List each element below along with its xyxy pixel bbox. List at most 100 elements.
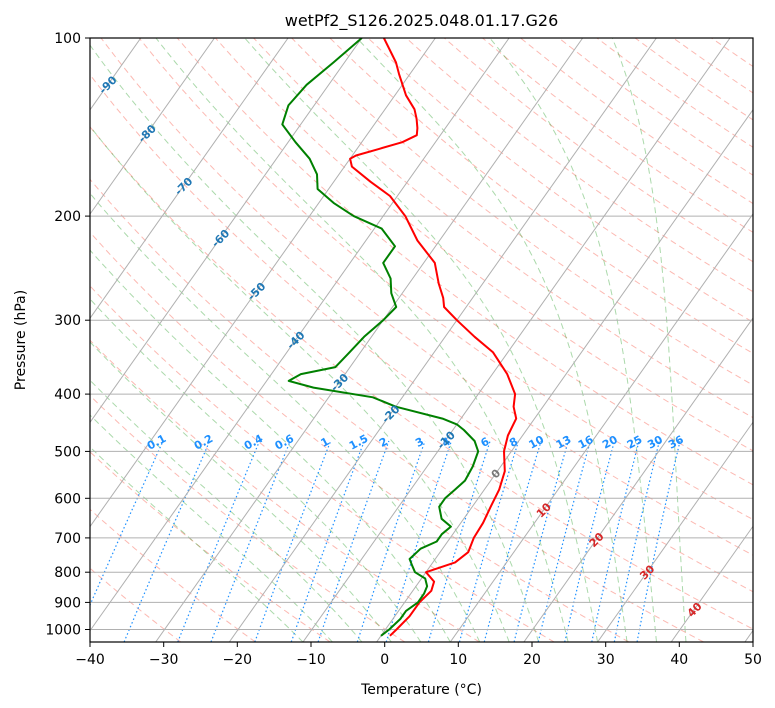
moist-adiabat	[356, 38, 628, 642]
mixing-ratio-label: 13	[554, 433, 574, 452]
mixing-ratio-line	[513, 440, 569, 642]
dry-adiabat	[90, 231, 630, 642]
moist-adiabat	[90, 44, 540, 642]
mixing-ratio-line	[356, 440, 426, 642]
isotherm-line	[302, 38, 731, 642]
mixing-ratio-label: 0.6	[273, 432, 297, 453]
isotherm-label: -60	[209, 227, 232, 250]
mixing-ratio-label: 3	[413, 435, 426, 450]
x-tick-label: 30	[597, 652, 615, 668]
x-axis-ticks: −40 −30 −20 −10 0 10 20 30 40 50	[75, 642, 762, 668]
isotherm-label: -50	[245, 280, 268, 303]
isotherm-label: -70	[172, 175, 195, 198]
line-labels: 0.1 0.2 0.4 0.6 1 1.5 2 3 4 6 8 10 13 16 20 25 30 36-100-…	[96, 73, 704, 620]
y-tick-label: 300	[54, 313, 81, 329]
dry-adiabat	[90, 508, 256, 642]
moist-adiabat	[611, 38, 687, 642]
profile-lines	[281, 38, 518, 637]
y-tick-label: 900	[54, 595, 81, 611]
moist-adiabat	[90, 298, 422, 642]
y-tick-label: 400	[54, 387, 81, 403]
moist-adiabats	[90, 38, 687, 642]
dry-adiabat	[329, 38, 753, 354]
mixing-ratio-line	[636, 440, 681, 642]
x-tick-label: 20	[523, 652, 541, 668]
dry-adiabat	[176, 38, 753, 486]
mixing-ratio-label: 10	[527, 433, 547, 452]
dry-adiabat	[90, 178, 704, 642]
mixing-ratio-label: 0.2	[192, 432, 215, 453]
y-tick-label: 800	[54, 565, 81, 581]
x-tick-label: −20	[223, 652, 253, 668]
moist-adiabat-label: 10	[534, 500, 554, 520]
y-tick-label: 700	[54, 531, 81, 547]
dry-adiabat	[90, 339, 480, 642]
x-tick-label: −30	[149, 652, 179, 668]
mixing-ratio-line	[537, 440, 591, 642]
moist-adiabat	[90, 192, 481, 642]
y-tick-label: 1000	[45, 623, 81, 639]
dry-adiabat	[90, 126, 753, 630]
isotherm-line	[0, 38, 67, 642]
isotherm-line	[90, 38, 215, 215]
mixing-ratio-line	[123, 440, 211, 642]
moist-adiabat	[90, 414, 333, 642]
mixing-ratio-line	[483, 440, 542, 642]
dry-adiabat	[711, 38, 753, 68]
isotherm-line	[597, 421, 753, 642]
x-tick-label: 50	[744, 652, 762, 668]
dry-adiabat	[100, 38, 753, 556]
isotherm-line	[90, 38, 363, 424]
mixing-ratio-line	[317, 440, 390, 642]
isotherm-line	[90, 38, 289, 320]
mixing-ratio-label: 2	[377, 435, 390, 450]
isotherm-label: -20	[379, 402, 402, 425]
y-tick-label: 600	[54, 491, 81, 507]
x-tick-label: −10	[296, 652, 326, 668]
dry-adiabat	[291, 38, 753, 386]
dry-adiabats	[90, 38, 753, 642]
mixing-ratio-label: 30	[645, 433, 665, 452]
isotherm-label: -90	[96, 73, 119, 96]
mixing-ratio-label: 1	[319, 435, 332, 450]
dry-adiabat	[634, 38, 753, 121]
mixing-ratio-label: 16	[576, 433, 596, 452]
x-tick-label: −40	[75, 652, 105, 668]
isotherm-line	[376, 108, 753, 642]
x-tick-label: 0	[380, 652, 389, 668]
moist-adiabat-label: 30	[637, 562, 657, 582]
dry-adiabat	[443, 38, 753, 263]
moist-adiabat	[90, 125, 510, 642]
isotherm-line	[670, 525, 753, 642]
isotherm-line	[523, 317, 753, 642]
dry-adiabat	[90, 73, 753, 593]
mixing-ratio-label: 0.4	[242, 432, 266, 453]
chart-title: wetPf2_S126.2025.048.01.17.G26	[285, 11, 559, 31]
dewpoint-line	[281, 38, 480, 637]
temperature-line	[349, 38, 518, 637]
mixing-ratio-label: 25	[625, 433, 645, 452]
moist-adiabat	[90, 341, 392, 642]
y-tick-label: 100	[54, 31, 81, 47]
x-axis-label: Temperature (°C)	[360, 682, 482, 698]
mixing-ratio-label: 36	[666, 433, 686, 452]
x-tick-label: 10	[449, 652, 467, 668]
mixing-ratio-line	[90, 440, 164, 607]
moist-adiabat	[489, 38, 657, 642]
mixing-ratio-label: 20	[600, 433, 620, 452]
dry-adiabat	[558, 38, 753, 176]
mixing-ratio-line	[613, 440, 660, 642]
mixing-ratio-line	[591, 440, 640, 642]
y-axis-ticks: 100 200 300 400 500 600 700 800 900 1000	[45, 31, 90, 639]
y-tick-label: 200	[54, 209, 81, 225]
plot-frame	[89, 37, 754, 643]
mixing-ratio-label: 0.1	[145, 432, 168, 453]
mixing-ratio-line	[254, 440, 332, 642]
moist-adiabat-label: 20	[587, 530, 607, 550]
moist-adiabat	[90, 249, 451, 642]
moist-adiabat	[155, 38, 569, 642]
isotherm-line	[228, 38, 657, 642]
dry-adiabat	[138, 38, 753, 521]
isotherm-line	[449, 212, 753, 642]
